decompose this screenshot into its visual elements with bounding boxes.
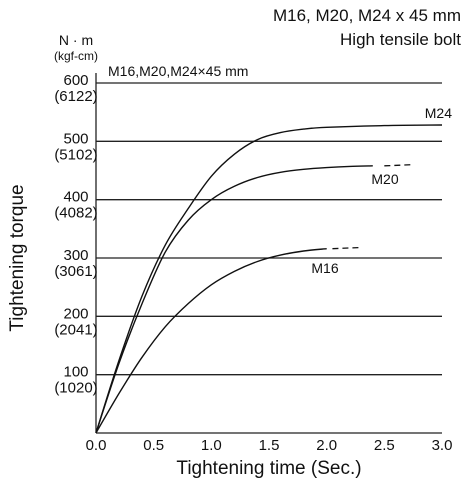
y-axis-title: Tightening torque (7, 184, 28, 331)
y-tick-sublabel-400: (4082) (54, 205, 97, 222)
x-tick-label-0.5: 0.5 (143, 437, 164, 454)
series-label-m24: M24 (425, 105, 452, 121)
axes (95, 73, 442, 434)
series-line-m16 (95, 248, 327, 434)
y-tick-sublabel-500: (5102) (54, 146, 97, 163)
x-tick-label-3.0: 3.0 (432, 437, 453, 454)
y-tick-label-100: 100 (63, 364, 88, 381)
series-label-m16: M16 (311, 260, 338, 276)
series-line-m24 (95, 124, 443, 434)
y-tick-sublabel-300: (3061) (54, 263, 97, 280)
x-tick-label-0.0: 0.0 (86, 437, 107, 454)
y-tick-label-500: 500 (63, 130, 88, 147)
header-bolt-type: High tensile bolt (340, 30, 461, 49)
series-dash-m20 (384, 164, 414, 167)
x-tick-label-1.0: 1.0 (201, 437, 222, 454)
x-tick-label-2.0: 2.0 (316, 437, 337, 454)
chart-labels: 100(1020)200(2041)300(3061)400(4082)500(… (7, 32, 452, 479)
grid-lines (96, 82, 442, 376)
y-tick-sublabel-100: (1020) (54, 380, 97, 397)
x-axis-title: Tightening time (Sec.) (176, 458, 361, 479)
chart-subtitle: M16,M20,M24×45 mm (108, 63, 248, 79)
series-label-m20: M20 (371, 171, 398, 187)
y-tick-sublabel-200: (2041) (54, 321, 97, 338)
y-tick-label-200: 200 (63, 305, 88, 322)
x-tick-label-1.5: 1.5 (259, 437, 280, 454)
series-line-m20 (95, 165, 373, 434)
series-dash-m16 (332, 246, 362, 250)
y-tick-sublabel-600: (6122) (54, 88, 97, 105)
header-bolt-size: M16, M20, M24 x 45 mm (272, 6, 461, 25)
y-tick-label-300: 300 (63, 247, 88, 264)
x-tick-label-2.5: 2.5 (374, 437, 395, 454)
y-tick-label-600: 600 (63, 72, 88, 89)
y-unit-secondary: (kgf-cm) (54, 49, 98, 63)
y-tick-label-400: 400 (63, 189, 88, 206)
series-lines (95, 124, 443, 434)
y-unit-primary: N · m (59, 32, 93, 48)
